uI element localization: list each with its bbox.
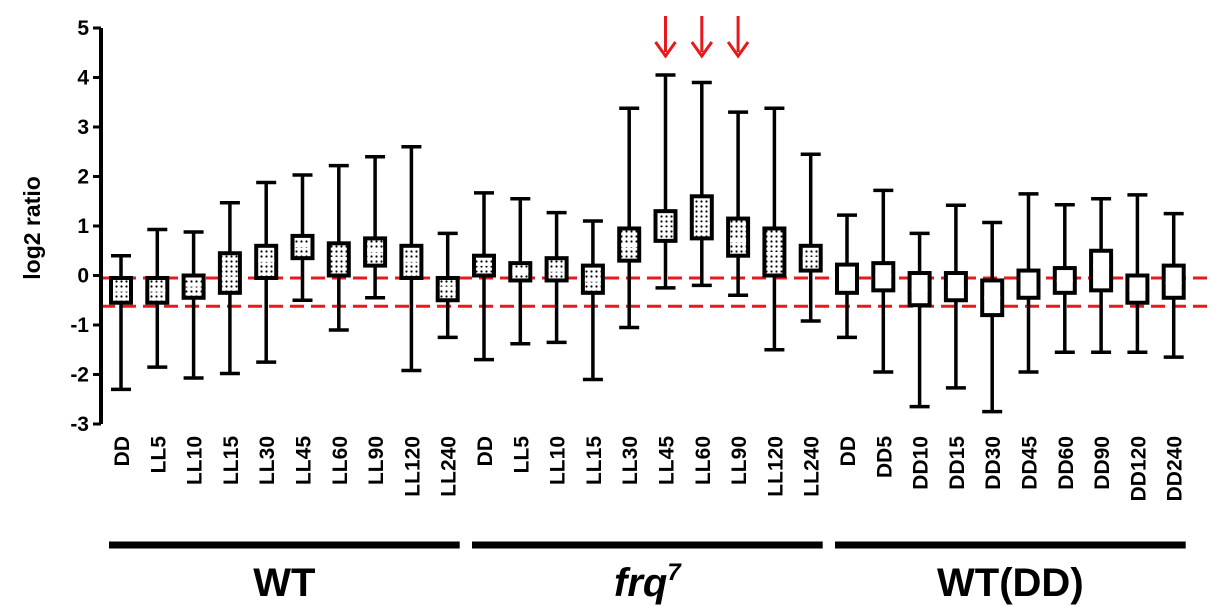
x-tick-label: LL60 bbox=[329, 436, 352, 485]
box-ll60 bbox=[689, 80, 714, 288]
x-tick-label: LL15 bbox=[583, 436, 606, 485]
x-tick-label: LL15 bbox=[220, 436, 243, 485]
box-dd240 bbox=[1161, 211, 1186, 359]
arrow-ll45 bbox=[654, 16, 677, 59]
x-tick-label: LL30 bbox=[619, 436, 642, 485]
x-tick-label: LL10 bbox=[547, 436, 570, 485]
x-tick-label: LL45 bbox=[293, 436, 316, 485]
group-label-text: WT bbox=[253, 561, 315, 605]
group-label: frq7 bbox=[614, 559, 682, 605]
box-dd60 bbox=[1052, 202, 1077, 354]
box-body bbox=[1089, 248, 1114, 293]
box-dd bbox=[835, 213, 859, 340]
x-tick-label: DD10 bbox=[910, 436, 933, 490]
box-body bbox=[726, 216, 751, 258]
box-ll5 bbox=[145, 227, 170, 369]
box-ll240 bbox=[435, 231, 460, 340]
box-ll45 bbox=[653, 73, 678, 290]
x-tick-label: LL90 bbox=[365, 436, 388, 485]
arrow-head bbox=[654, 41, 677, 59]
box-dd bbox=[109, 253, 133, 392]
box-dd10 bbox=[907, 231, 932, 409]
box-dd45 bbox=[1016, 192, 1041, 374]
box-ll10 bbox=[544, 210, 569, 345]
box-ll10 bbox=[181, 230, 206, 380]
x-tick-label: DD240 bbox=[1164, 436, 1187, 501]
box-ll60 bbox=[326, 163, 351, 332]
box-ll120 bbox=[399, 145, 424, 373]
box-ll30 bbox=[617, 106, 642, 330]
y-tick-label: 3 bbox=[77, 116, 89, 139]
group-label-text: frq bbox=[614, 561, 667, 605]
group-label: WT(DD) bbox=[937, 561, 1084, 605]
arrow-head bbox=[726, 41, 750, 59]
x-tick-label: DD5 bbox=[873, 436, 896, 478]
box-dd15 bbox=[943, 203, 968, 390]
box-ll240 bbox=[798, 152, 823, 323]
x-tick-label: DD60 bbox=[1055, 436, 1078, 490]
x-tick-label: DD120 bbox=[1127, 436, 1150, 501]
x-tick-label: LL120 bbox=[401, 436, 424, 497]
arrow-head bbox=[690, 41, 714, 59]
box-dd30 bbox=[980, 220, 1005, 414]
x-tick-label: DD30 bbox=[982, 436, 1005, 490]
box-dd bbox=[472, 191, 496, 362]
y-axis-title: log2 ratio bbox=[19, 176, 45, 280]
highlight-arrows bbox=[654, 16, 750, 59]
arrow-ll60 bbox=[690, 16, 714, 59]
y-tick-label: 0 bbox=[77, 265, 89, 288]
x-tick-label: DD bbox=[474, 436, 497, 466]
box-ll30 bbox=[254, 180, 279, 364]
box-ll120 bbox=[762, 106, 787, 352]
y-tick-label: 2 bbox=[77, 166, 89, 189]
group-annotations: WT frq7 WT(DD) bbox=[109, 541, 1186, 605]
box-body bbox=[943, 271, 968, 303]
box-ll90 bbox=[726, 110, 751, 298]
box-ll5 bbox=[508, 197, 533, 346]
x-tick-label: LL10 bbox=[184, 436, 207, 485]
y-tick-label: -2 bbox=[70, 364, 89, 387]
x-tick-label: LL5 bbox=[147, 436, 170, 474]
arrow-ll90 bbox=[726, 16, 750, 59]
box-series bbox=[109, 73, 1186, 414]
x-tick-label: LL240 bbox=[801, 436, 824, 497]
x-tick-label: LL45 bbox=[656, 436, 679, 485]
box-ll15 bbox=[580, 219, 605, 382]
x-tick-label: DD bbox=[111, 436, 134, 466]
box-dd5 bbox=[871, 188, 896, 374]
y-tick-label: 5 bbox=[77, 17, 89, 40]
y-tick-label: 4 bbox=[77, 67, 89, 90]
box-body bbox=[217, 251, 242, 295]
x-tick-label: LL30 bbox=[256, 436, 279, 485]
x-tick-label: DD bbox=[837, 436, 860, 466]
x-tick-label: DD45 bbox=[1019, 436, 1042, 490]
group-label-text: WT(DD) bbox=[937, 561, 1084, 605]
y-axis: -3 -2 -1 0 1 2 3 4 5 bbox=[70, 17, 103, 436]
group-label-superscript: 7 bbox=[667, 559, 682, 586]
box-dd90 bbox=[1089, 197, 1114, 354]
y-tick-label: -1 bbox=[70, 314, 89, 337]
x-tick-label: LL60 bbox=[692, 436, 715, 485]
x-tick-label: LL90 bbox=[728, 436, 751, 485]
group-label: WT bbox=[253, 561, 315, 605]
y-tick-label: -3 bbox=[70, 413, 89, 436]
x-tick-label: LL120 bbox=[764, 436, 787, 497]
x-tick-label: DD15 bbox=[946, 436, 969, 490]
box-body bbox=[653, 209, 678, 243]
box-ll90 bbox=[363, 154, 388, 300]
x-tick-label: LL5 bbox=[510, 436, 533, 474]
box-ll45 bbox=[290, 173, 315, 302]
box-body bbox=[689, 194, 714, 241]
x-axis-labels: DD LL5 LL10 LL15 LL30 LL45 LL60 LL90 LL120 LL240 D… bbox=[111, 436, 1187, 502]
y-tick-label: 1 bbox=[77, 215, 89, 238]
box-dd120 bbox=[1125, 193, 1150, 354]
box-ll15 bbox=[217, 200, 242, 376]
x-tick-label: DD90 bbox=[1091, 436, 1114, 490]
x-tick-label: LL240 bbox=[438, 436, 461, 497]
box-body bbox=[835, 262, 859, 295]
